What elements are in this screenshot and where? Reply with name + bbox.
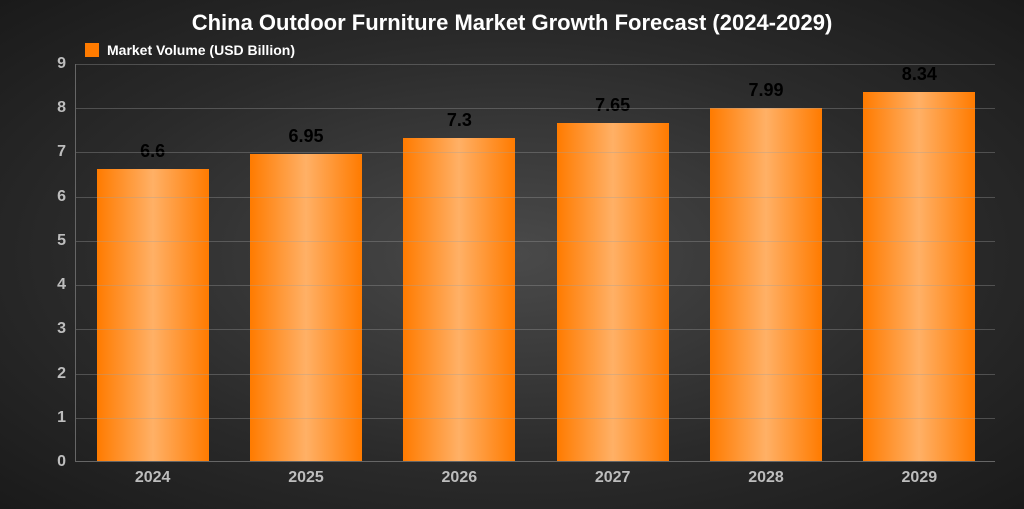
bar-value-label: 7.99 [748, 80, 783, 101]
y-tick-label: 1 [57, 409, 76, 427]
gridline [76, 108, 995, 109]
y-tick-label: 3 [57, 320, 76, 338]
x-tick-label: 2029 [902, 461, 938, 487]
legend-label: Market Volume (USD Billion) [107, 42, 295, 58]
gridline [76, 64, 995, 65]
bar: 7.65 [557, 123, 669, 461]
gridline [76, 374, 995, 375]
bar-value-label: 8.34 [902, 64, 937, 85]
y-tick-label: 2 [57, 365, 76, 383]
x-tick-label: 2026 [442, 461, 478, 487]
y-tick-label: 0 [57, 453, 76, 471]
bars-layer: 6.66.957.37.657.998.34 [76, 64, 995, 461]
gridline [76, 152, 995, 153]
bar: 6.95 [250, 154, 362, 461]
bar-value-label: 7.65 [595, 95, 630, 116]
x-tick-label: 2025 [288, 461, 324, 487]
gridline [76, 197, 995, 198]
x-tick-label: 2028 [748, 461, 784, 487]
gridline [76, 329, 995, 330]
gridline [76, 241, 995, 242]
x-tick-label: 2024 [135, 461, 171, 487]
x-tick-label: 2027 [595, 461, 631, 487]
bar: 8.34 [863, 92, 975, 461]
y-tick-label: 7 [57, 143, 76, 161]
bar: 7.3 [403, 138, 515, 461]
legend-swatch [85, 43, 99, 57]
y-tick-label: 6 [57, 188, 76, 206]
y-tick-label: 9 [57, 55, 76, 73]
chart-container: China Outdoor Furniture Market Growth Fo… [0, 0, 1024, 509]
y-tick-label: 4 [57, 276, 76, 294]
plot-area: 6.66.957.37.657.998.34 01234567892024202… [75, 64, 995, 462]
bar-value-label: 6.95 [288, 126, 323, 147]
legend: Market Volume (USD Billion) [85, 42, 295, 58]
bar-value-label: 7.3 [447, 110, 472, 131]
gridline [76, 285, 995, 286]
chart-title: China Outdoor Furniture Market Growth Fo… [0, 10, 1024, 36]
y-tick-label: 8 [57, 99, 76, 117]
gridline [76, 418, 995, 419]
y-tick-label: 5 [57, 232, 76, 250]
